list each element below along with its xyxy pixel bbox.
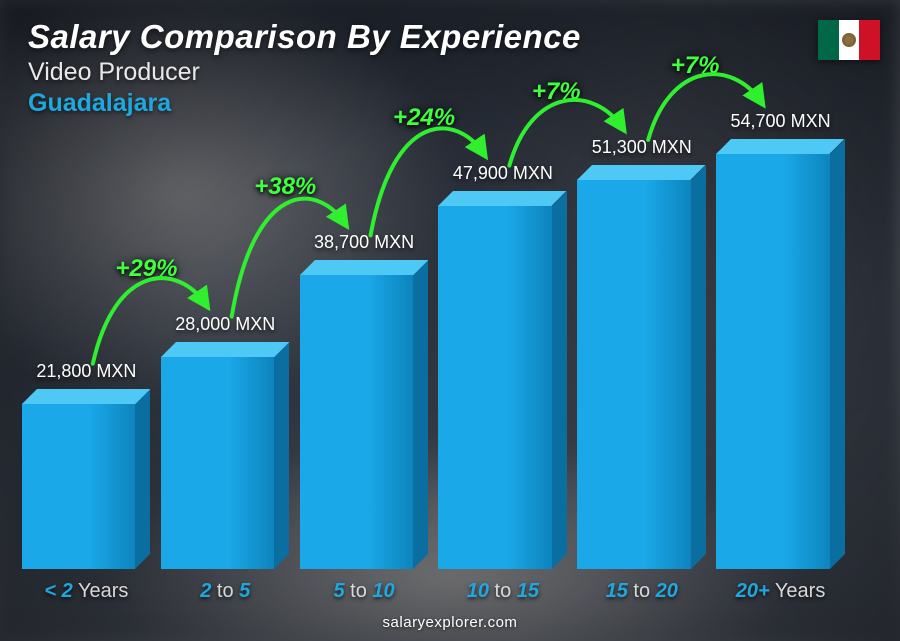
chart-subtitle: Video Producer xyxy=(28,58,581,87)
bar-chart: 21,800 MXN28,000 MXN38,700 MXN47,900 MXN… xyxy=(22,129,845,569)
chart-title: Salary Comparison By Experience xyxy=(28,18,581,56)
bar-side-face xyxy=(552,190,567,569)
bar-front-face xyxy=(161,357,274,569)
bar-front-face xyxy=(577,180,690,569)
bar-side-face xyxy=(135,388,150,569)
bar-front-face xyxy=(300,275,413,569)
bar-value-label: 54,700 MXN xyxy=(684,111,877,132)
growth-arc-label: +29% xyxy=(115,255,177,283)
x-axis-label: 15 to 20 xyxy=(577,580,706,603)
bar-value-label: 51,300 MXN xyxy=(545,137,738,158)
mexico-flag-icon xyxy=(818,20,880,60)
bar-wrap: 38,700 MXN xyxy=(300,129,429,569)
bar-wrap: 47,900 MXN xyxy=(438,129,567,569)
bar-value-label: 47,900 MXN xyxy=(406,163,599,184)
bar xyxy=(22,404,151,569)
growth-arc-label: +38% xyxy=(254,173,316,201)
bar-wrap: 21,800 MXN xyxy=(22,129,151,569)
bar-top-face xyxy=(577,165,706,181)
bar-side-face xyxy=(830,139,845,569)
bar-wrap: 51,300 MXN xyxy=(577,129,706,569)
growth-arc-label: +24% xyxy=(393,104,455,132)
chart-location: Guadalajara xyxy=(28,89,581,118)
bar-front-face xyxy=(22,404,135,569)
bar-value-label: 28,000 MXN xyxy=(129,314,322,335)
bar-wrap: 54,700 MXN xyxy=(716,129,845,569)
flag-emblem-icon xyxy=(842,33,856,47)
content-root: Salary Comparison By Experience Video Pr… xyxy=(0,0,900,641)
x-axis-label: < 2 Years xyxy=(22,580,151,603)
bar-value-label: 38,700 MXN xyxy=(267,232,460,253)
bar-top-face xyxy=(161,342,290,358)
bar-side-face xyxy=(274,341,289,569)
bar xyxy=(716,154,845,569)
bar-top-face xyxy=(716,139,845,155)
bar-top-face xyxy=(300,260,429,276)
x-axis-label: 20+ Years xyxy=(716,580,845,603)
bar-value-label: 21,800 MXN xyxy=(0,361,183,382)
bar-front-face xyxy=(438,206,551,569)
flag-stripe-left xyxy=(818,20,839,60)
bar xyxy=(438,206,567,569)
bar-side-face xyxy=(691,164,706,569)
bar-side-face xyxy=(413,260,428,569)
bar xyxy=(161,357,290,569)
bar-front-face xyxy=(716,154,829,569)
x-axis-label: 10 to 15 xyxy=(438,580,567,603)
x-axis-label: 5 to 10 xyxy=(300,580,429,603)
flag-stripe-right xyxy=(859,20,880,60)
bar xyxy=(300,275,429,569)
bar xyxy=(577,180,706,569)
growth-arc-label: +7% xyxy=(671,52,720,80)
x-axis-label: 2 to 5 xyxy=(161,580,290,603)
footer-attribution: salaryexplorer.com xyxy=(0,614,900,631)
bar-top-face xyxy=(438,191,567,207)
growth-arc-label: +7% xyxy=(532,78,581,106)
bar-top-face xyxy=(22,389,151,405)
x-axis-labels: < 2 Years 2 to 5 5 to 10 10 to 15 15 to 20 20… xyxy=(22,580,845,603)
header: Salary Comparison By Experience Video Pr… xyxy=(28,18,581,118)
